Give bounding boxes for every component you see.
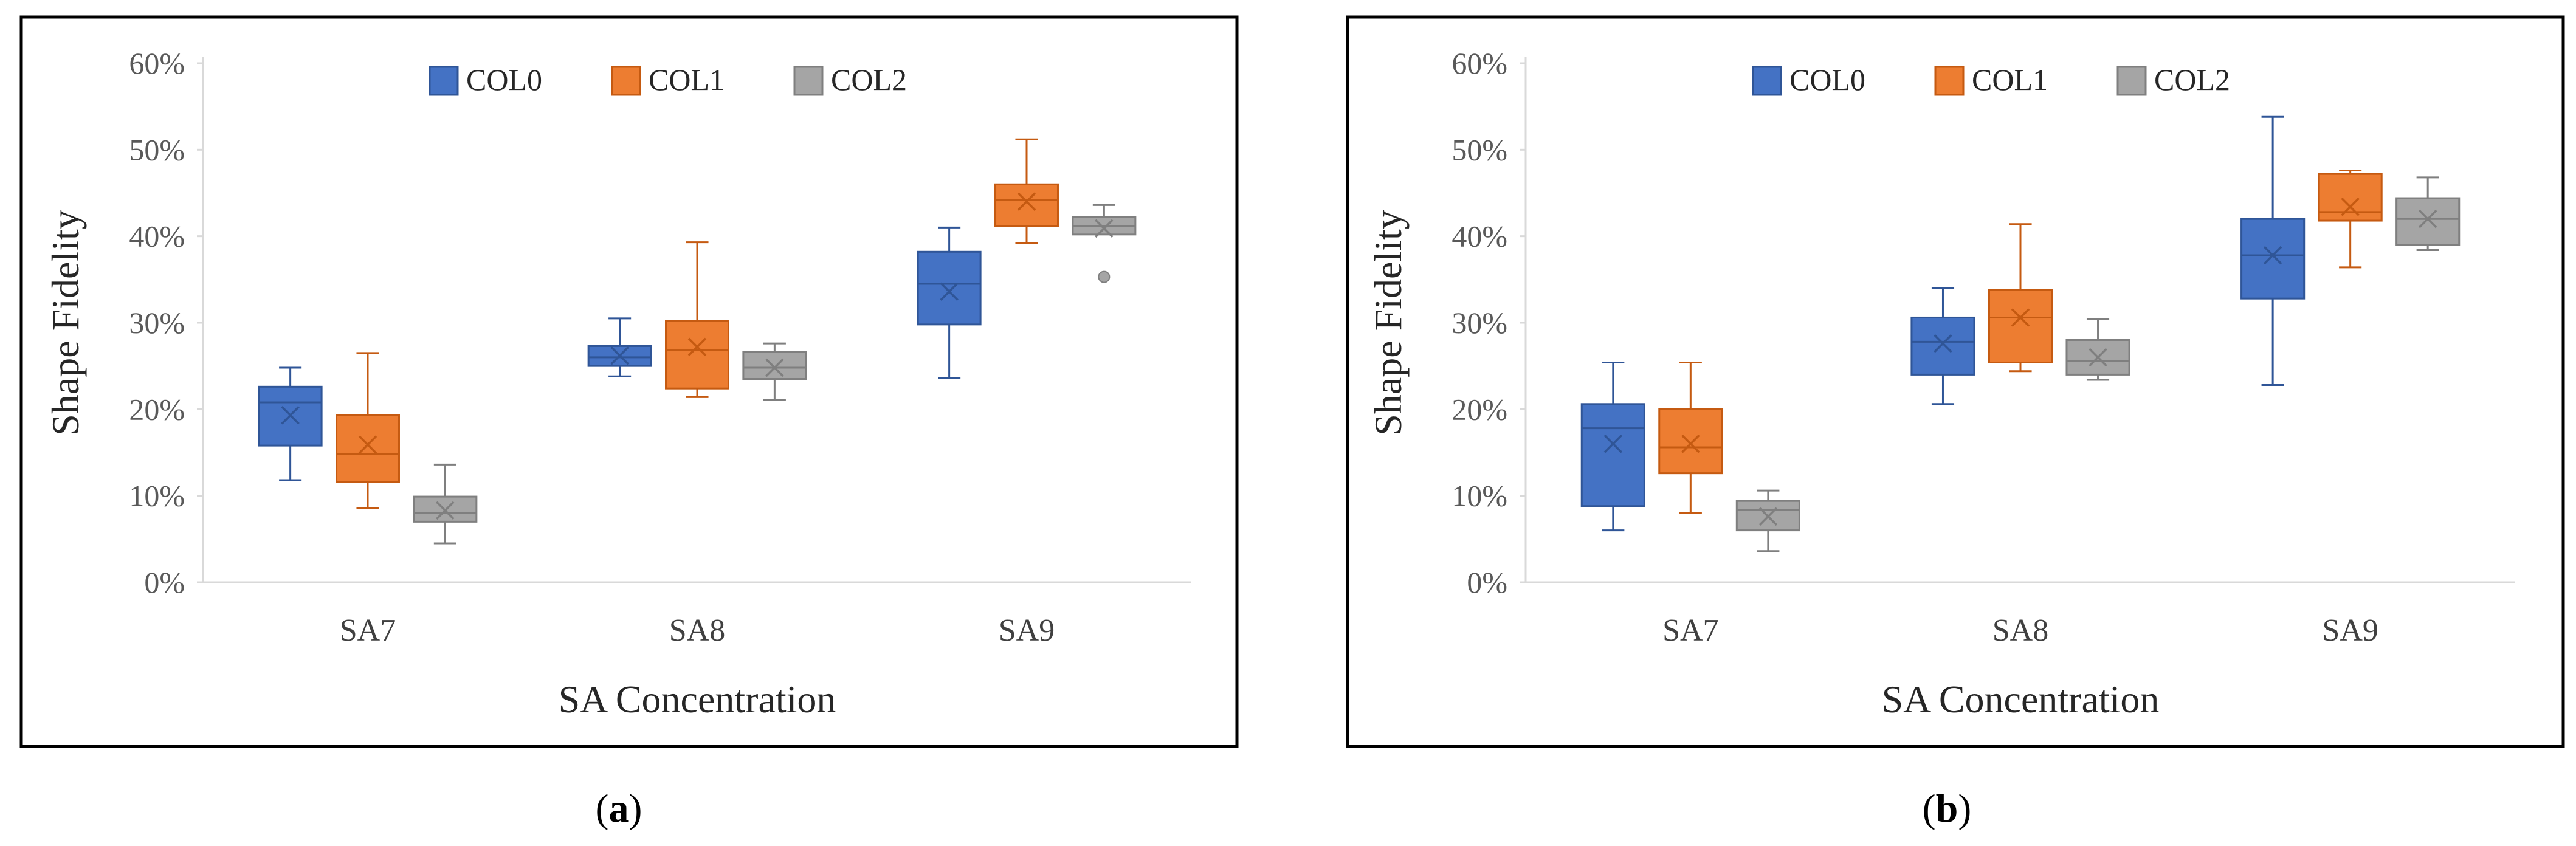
- box-col1-sa8: [1988, 223, 2053, 373]
- y-tick-label: 20%: [1452, 392, 1507, 426]
- y-axis-title: Shape Fidelity: [1366, 210, 1410, 436]
- box-col2-sa7: [413, 463, 478, 545]
- y-tick-label: 10%: [129, 479, 185, 513]
- caption-paren-open: (: [1923, 786, 1936, 831]
- mean-marker: [436, 501, 455, 520]
- x-axis-title: SA Concentration: [559, 678, 836, 721]
- box-col1-sa8: [665, 241, 729, 398]
- legend: COL0 COL1 COL2: [429, 63, 907, 97]
- y-tick-label: 60%: [129, 46, 185, 80]
- chart-frame: [1346, 15, 2565, 748]
- y-tick-label: 60%: [1452, 46, 1507, 80]
- mean-marker: [765, 358, 784, 377]
- legend-swatch: [793, 66, 824, 96]
- caption-paren-close: ): [1958, 786, 1971, 831]
- y-axis-title: Shape Fidelity: [44, 210, 87, 436]
- caption-paren-open: (: [596, 786, 609, 831]
- legend-swatch: [611, 66, 641, 96]
- y-tick-label: 50%: [1452, 132, 1507, 167]
- box-body: [1658, 408, 1723, 475]
- category-label: SA7: [1662, 613, 1718, 648]
- category-label: SA8: [669, 613, 725, 648]
- box-col0-sa7: [1580, 361, 1645, 532]
- mean-marker: [1934, 334, 1952, 353]
- box-col0-sa9: [2240, 115, 2306, 386]
- x-axis-title: SA Concentration: [1882, 678, 2160, 721]
- legend-label: COL2: [2154, 63, 2230, 97]
- box-col0-sa9: [917, 226, 982, 379]
- legend-swatch: [429, 66, 459, 96]
- legend-swatch: [2116, 66, 2147, 96]
- legend-swatch: [1752, 66, 1782, 96]
- box-col2-sa8: [742, 342, 807, 401]
- box-body: [1910, 316, 1975, 376]
- category-label: SA8: [1992, 613, 2048, 648]
- box-body: [665, 320, 729, 390]
- mean-marker: [2089, 348, 2107, 367]
- box-body: [1988, 289, 2053, 363]
- mean-marker: [2418, 209, 2437, 229]
- y-tick-label: 50%: [129, 132, 185, 167]
- mean-marker: [1603, 435, 1623, 453]
- box-col2-sa7: [1735, 489, 1800, 552]
- legend-swatch: [1934, 66, 1965, 96]
- category-label: SA9: [2322, 613, 2378, 648]
- chart-panel-b: 0% 10% 20% 30% 40% 50% 60% Shape Fidelity SA Con…: [1346, 15, 2565, 748]
- mean-marker: [358, 435, 377, 454]
- y-tick-label: 40%: [129, 219, 185, 253]
- mean-marker: [2341, 198, 2360, 216]
- box-body: [2318, 173, 2383, 222]
- mean-marker: [1758, 507, 1778, 526]
- box-body: [2395, 197, 2461, 246]
- y-tick-label: 40%: [1452, 219, 1507, 253]
- mean-marker: [610, 346, 629, 365]
- box-col2-sa9: [1072, 204, 1137, 283]
- y-tick-label: 30%: [1452, 306, 1507, 340]
- box-col1-sa9: [994, 138, 1059, 244]
- legend-label: COL0: [466, 63, 542, 97]
- box-col1-sa9: [2318, 169, 2383, 269]
- outlier-point: [1098, 270, 1111, 283]
- category-label: SA9: [999, 613, 1055, 648]
- caption-letter: b: [1936, 786, 1958, 831]
- figure-caption: (b): [1923, 786, 1972, 831]
- box-col2-sa9: [2395, 176, 2461, 251]
- chart-panel-a: 0% 10% 20% 30% 40% 50% 60% Shape Fidelity SA Con…: [19, 15, 1239, 748]
- y-tick-label: 30%: [129, 306, 185, 340]
- mean-marker: [2011, 308, 2030, 327]
- y-tick-label: 0%: [1467, 565, 1507, 599]
- box-col2-sa8: [2065, 318, 2130, 381]
- legend-label: COL0: [1789, 63, 1865, 97]
- y-tick-label: 10%: [1452, 479, 1507, 513]
- box-body: [336, 414, 400, 483]
- box-body: [917, 250, 982, 326]
- caption-letter: a: [609, 786, 629, 831]
- box-col0-sa8: [587, 317, 652, 377]
- box-col0-sa8: [1910, 287, 1975, 405]
- legend-label: COL1: [1972, 63, 2048, 97]
- legend-label: COL1: [649, 63, 725, 97]
- mean-marker: [2263, 246, 2282, 265]
- mean-marker: [687, 337, 707, 357]
- box-body: [2240, 218, 2306, 300]
- y-tick-label: 20%: [129, 392, 185, 426]
- mean-marker: [1095, 219, 1114, 238]
- box-body: [1580, 403, 1645, 507]
- legend-label: COL2: [831, 63, 907, 97]
- mean-marker: [1017, 192, 1036, 211]
- y-tick-label: 0%: [144, 565, 185, 599]
- mean-marker: [1681, 435, 1700, 453]
- box-body: [742, 351, 807, 380]
- box-col0-sa7: [258, 366, 323, 481]
- legend: COL0 COL1 COL2: [1752, 63, 2230, 97]
- mean-marker: [940, 282, 959, 301]
- caption-paren-close: ): [629, 786, 642, 831]
- figure-caption: (a): [596, 786, 642, 831]
- box-body: [994, 183, 1059, 227]
- mean-marker: [281, 406, 300, 425]
- box-col1-sa7: [336, 352, 400, 509]
- category-label: SA7: [340, 613, 396, 648]
- box-col1-sa7: [1658, 361, 1723, 514]
